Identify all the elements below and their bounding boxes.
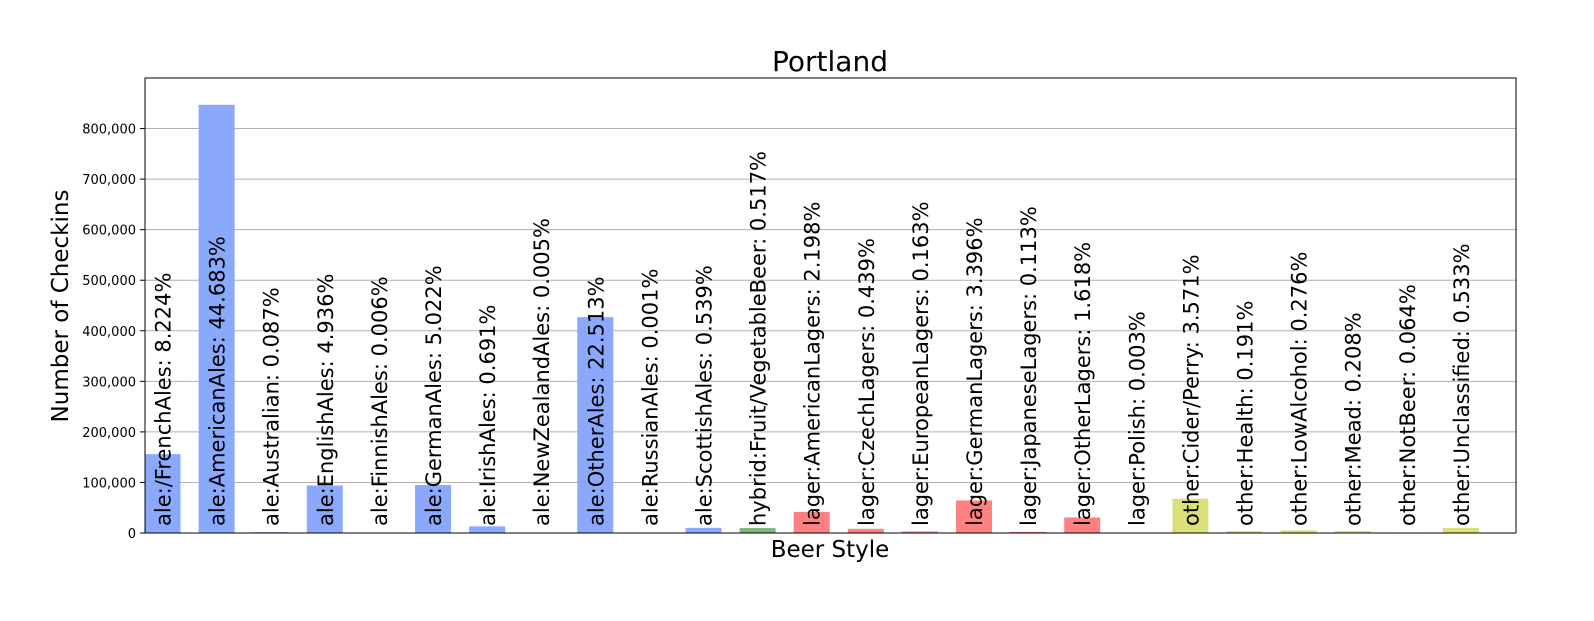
bar [1226, 531, 1263, 533]
y-axis-label: Number of Checkins [48, 190, 74, 423]
bar-data-label: lager:Polish: 0.003% [1125, 311, 1149, 526]
bar-data-label: ale:ScottishAles: 0.539% [693, 265, 717, 526]
bar [144, 454, 181, 533]
bar [847, 528, 884, 533]
y-tick-label: 200,000 [82, 426, 136, 441]
bar-data-label: ale:GermanAles: 5.022% [422, 265, 446, 526]
bar-data-label: lager:AmericanLagers: 2.198% [801, 202, 825, 526]
y-tick-label: 600,000 [82, 224, 136, 239]
bar [577, 317, 614, 533]
chart-title: Portland [772, 45, 888, 78]
plot-frame [144, 77, 1517, 534]
y-tick-label: 800,000 [82, 123, 136, 138]
bar-data-label: other:NotBeer: 0.064% [1396, 284, 1420, 526]
bar [956, 500, 992, 533]
bar-data-label: ale:Australian: 0.087% [260, 287, 284, 526]
bar [415, 484, 451, 533]
y-tick-label: 400,000 [82, 325, 136, 340]
bar [306, 485, 343, 533]
bar-data-label: ale:EnglishAles: 4.936% [314, 274, 338, 526]
bar-data-label: lager:GermanLagers: 3.396% [963, 217, 987, 526]
bar-data-label: other:Mead: 0.208% [1342, 312, 1366, 526]
bar [198, 104, 235, 534]
gridlines [145, 128, 1516, 483]
bar [469, 526, 506, 533]
bar-data-label: ale:AmericanAles: 44.683% [206, 236, 230, 526]
bar [685, 527, 722, 533]
bar-data-label: ale:FinnishAles: 0.006% [368, 276, 392, 526]
bars [144, 104, 1479, 534]
y-tick-label: 300,000 [82, 375, 136, 390]
bar [1010, 531, 1047, 533]
bar [1334, 531, 1371, 533]
y-tick-label: 100,000 [82, 476, 136, 491]
bar-data-label: other:Health: 0.191% [1234, 301, 1258, 526]
bar-data-label: other:Cider/Perry: 3.571% [1179, 254, 1203, 526]
x-axis-label: Beer Style [771, 537, 890, 563]
bar-data-label: ale:NewZealandAles: 0.005% [530, 218, 554, 526]
bar-data-label: hybrid:Fruit/VegetableBeer: 0.517% [747, 151, 771, 526]
y-axis-ticks: 0 100,000 200,000 300,000 400,000 500,000 600,… [82, 123, 145, 542]
bar-labels: ale:/FrenchAles: 8.224% ale:AmericanAles:… [152, 151, 1474, 526]
y-tick-label: 700,000 [82, 173, 136, 188]
bar [1280, 530, 1317, 533]
bar [901, 531, 938, 533]
y-tick-label: 500,000 [82, 274, 136, 289]
bar-data-label: lager:CzechLagers: 0.439% [855, 238, 879, 526]
bar-data-label: lager:OtherLagers: 1.618% [1071, 242, 1095, 526]
bar [1442, 527, 1479, 533]
bar-data-label: other:Unclassified: 0.533% [1450, 243, 1474, 526]
bar-data-label: other:LowAlcohol: 0.276% [1288, 252, 1312, 526]
bar-data-label: lager:EuropeanLagers: 0.163% [909, 201, 933, 526]
bar-data-label: lager:JapaneseLagers: 0.113% [1017, 206, 1041, 526]
bar-data-label: ale:/FrenchAles: 8.224% [152, 273, 176, 526]
bar [793, 511, 830, 533]
bar-data-label: ale:RussianAles: 0.001% [638, 269, 662, 526]
y-tick-label: 0 [128, 527, 136, 542]
bar [739, 528, 776, 533]
bar [1064, 517, 1101, 533]
bar-data-label: ale:OtherAles: 22.513% [584, 276, 608, 526]
bar-data-label: ale:IrishAles: 0.691% [476, 305, 500, 527]
bar [1172, 498, 1209, 533]
